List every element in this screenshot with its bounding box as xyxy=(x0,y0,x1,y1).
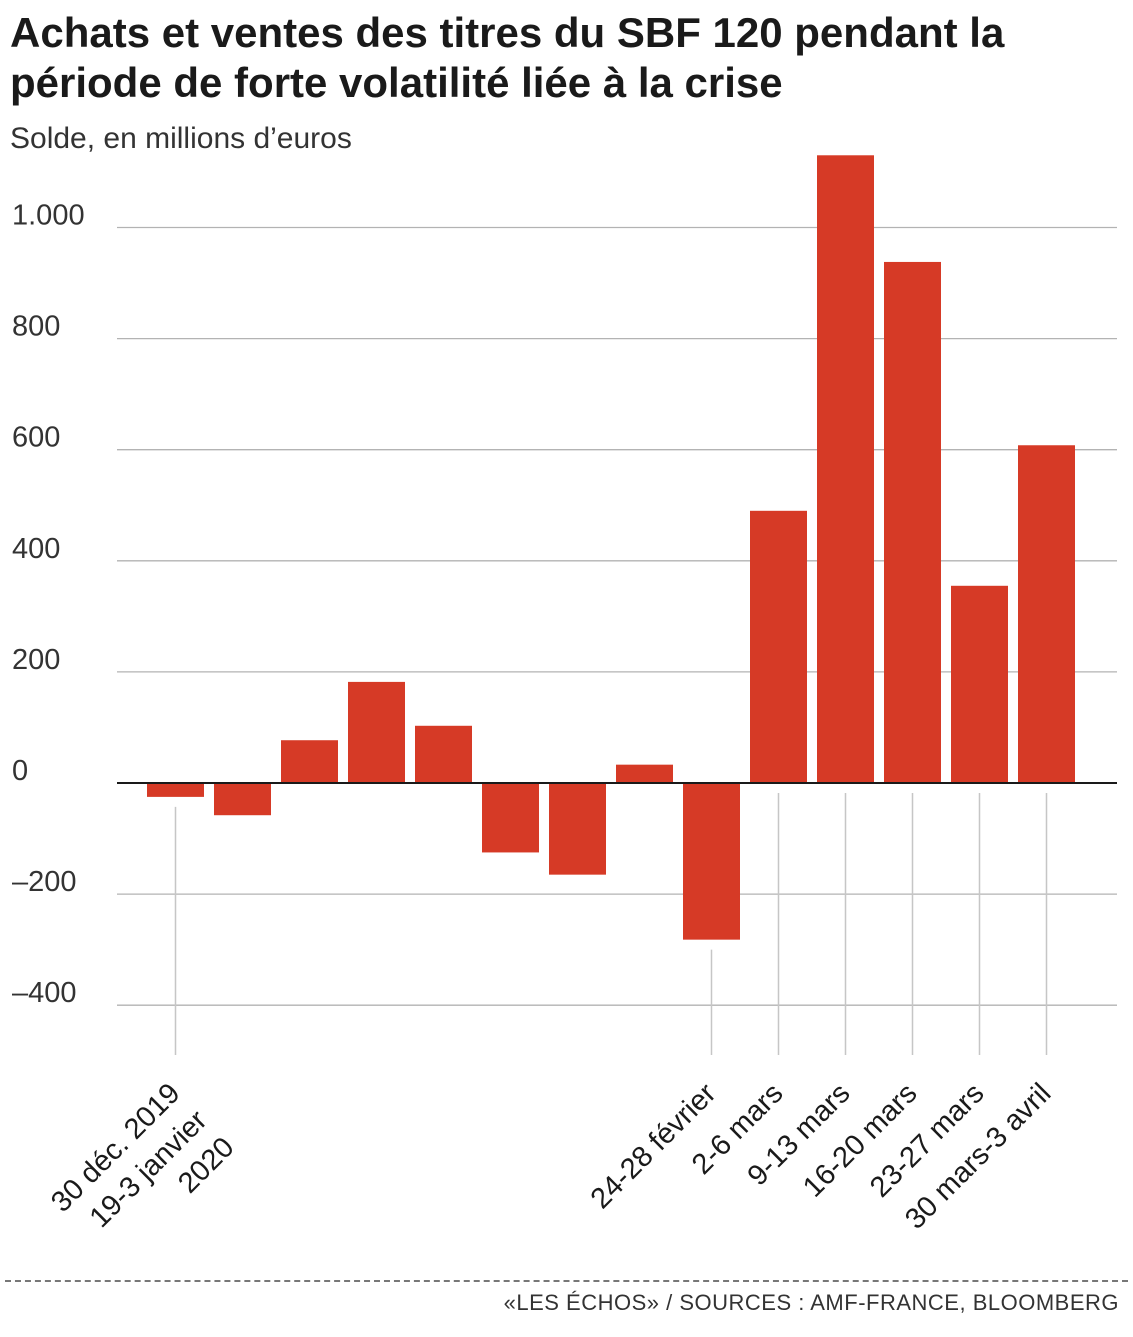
y-tick-label: 200 xyxy=(12,644,60,676)
bar xyxy=(415,725,472,783)
bar xyxy=(549,783,606,875)
bar xyxy=(750,510,807,783)
bar xyxy=(147,783,204,797)
y-tick-label: –400 xyxy=(12,977,77,1009)
y-tick-label: 600 xyxy=(12,422,60,454)
y-tick-label: 400 xyxy=(12,533,60,565)
bar xyxy=(616,764,673,783)
y-tick-label: –200 xyxy=(12,866,77,898)
bar xyxy=(1018,445,1075,783)
bar xyxy=(214,783,271,816)
bars xyxy=(147,155,1075,940)
chart-title: Achats et ventes des titres du SBF 120 p… xyxy=(10,9,1005,106)
bar xyxy=(281,740,338,783)
y-tick-label: 800 xyxy=(12,311,60,343)
y-tick-label: 0 xyxy=(12,755,28,787)
chart-subtitle: Solde, en millions d’euros xyxy=(10,122,352,155)
source-credit: «LES ÉCHOS» / SOURCES : AMF-FRANCE, BLOO… xyxy=(503,1290,1119,1315)
label-leader-lines xyxy=(174,793,1048,1055)
bar-chart: –400 –200 0 200 400 600 800 1.000 30 déc. 20191… xyxy=(12,155,1117,1236)
bar xyxy=(951,585,1008,783)
bar xyxy=(884,261,941,783)
y-tick-label: 1.000 xyxy=(12,200,85,232)
bar xyxy=(348,681,405,783)
bar xyxy=(817,155,874,783)
grid-lines: –400 –200 0 200 400 600 800 1.000 xyxy=(12,200,1117,1009)
footer-divider xyxy=(5,1280,1128,1282)
bar xyxy=(482,783,539,853)
bar xyxy=(683,783,740,940)
